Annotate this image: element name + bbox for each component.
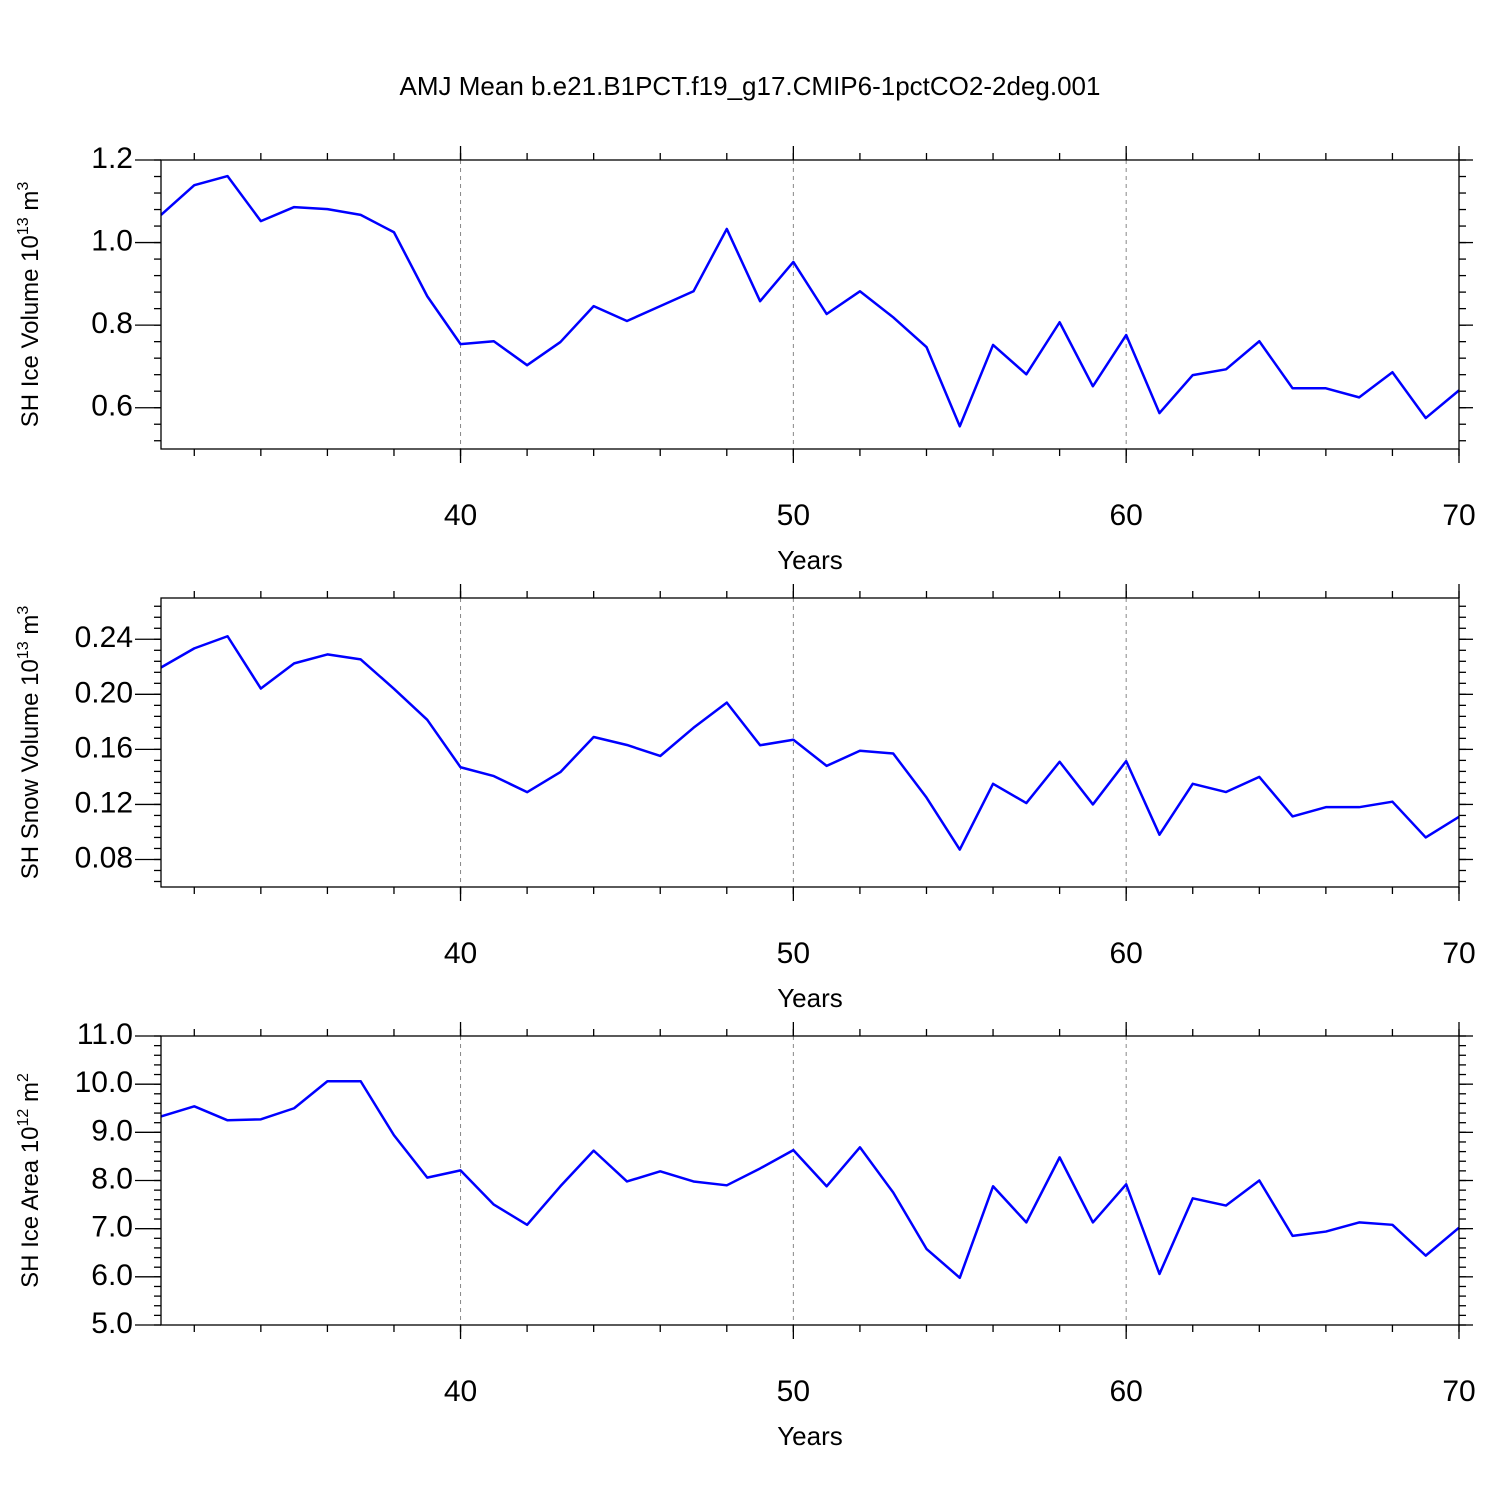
- y-axis-label-superscript: 2: [15, 1073, 32, 1082]
- plot-frame: [160, 159, 1460, 450]
- y-axis-label-part: m: [17, 615, 44, 642]
- y-axis-label: SH Snow Volume 1013 m3: [15, 606, 45, 880]
- x-axis-label: Years: [777, 983, 843, 1013]
- x-tick-label: 50: [777, 937, 810, 970]
- data-line: [160, 174, 1460, 428]
- x-tick-label: 60: [1109, 499, 1142, 532]
- y-tick-label: 0.6: [91, 390, 133, 423]
- y-tick-label: 5.0: [91, 1307, 133, 1340]
- y-axis-label-part: SH Ice Area 10: [17, 1126, 44, 1287]
- x-tick-label: 50: [777, 1375, 810, 1408]
- y-axis-label-superscript: 3: [15, 182, 32, 191]
- y-tick-label: 8.0: [91, 1162, 133, 1195]
- y-axis-label-part: m: [17, 191, 44, 218]
- y-tick-label: 0.8: [91, 307, 133, 340]
- x-tick-label: 70: [1442, 1375, 1475, 1408]
- x-tick-label: 50: [777, 499, 810, 532]
- y-tick-label: 0.24: [75, 621, 133, 654]
- data-line: [160, 635, 1460, 851]
- y-axis-label: SH Ice Area 1012 m2: [15, 1073, 45, 1288]
- x-tick-label: 60: [1109, 937, 1142, 970]
- y-axis-label-superscript: 13: [15, 641, 32, 659]
- x-tick-label: 70: [1442, 499, 1475, 532]
- y-axis-label: SH Ice Volume 1013 m3: [15, 182, 45, 428]
- x-tick-label: 40: [444, 937, 477, 970]
- data-line: [160, 1080, 1460, 1280]
- x-tick-label: 40: [444, 499, 477, 532]
- y-tick-label: 0.08: [75, 841, 133, 874]
- y-tick-label: 1.0: [91, 224, 133, 257]
- y-axis-label-superscript: 3: [15, 606, 32, 615]
- x-axis-label: Years: [777, 1421, 843, 1451]
- y-tick-label: 7.0: [91, 1211, 133, 1244]
- x-tick-label: 60: [1109, 1375, 1142, 1408]
- y-axis-label-part: SH Snow Volume 10: [17, 659, 44, 879]
- y-axis-label-part: m: [17, 1082, 44, 1109]
- y-axis-label-part: SH Ice Volume 10: [17, 235, 44, 427]
- y-axis-label-superscript: 13: [15, 217, 32, 235]
- y-tick-label: 0.16: [75, 731, 133, 764]
- y-tick-label: 10.0: [75, 1066, 133, 1099]
- y-tick-label: 9.0: [91, 1114, 133, 1147]
- y-tick-label: 1.2: [91, 142, 133, 175]
- x-tick-label: 40: [444, 1375, 477, 1408]
- plot-frame: [160, 597, 1460, 888]
- figure-title: AMJ Mean b.e21.B1PCT.f19_g17.CMIP6-1pctC…: [400, 71, 1101, 101]
- x-tick-label: 70: [1442, 937, 1475, 970]
- plot-frame: [160, 1035, 1460, 1326]
- y-axis-label-superscript: 12: [15, 1109, 32, 1127]
- y-tick-label: 0.20: [75, 676, 133, 709]
- x-axis-label: Years: [777, 545, 843, 575]
- y-tick-label: 6.0: [91, 1259, 133, 1292]
- y-tick-label: 11.0: [77, 1018, 133, 1051]
- y-tick-label: 0.12: [75, 786, 133, 819]
